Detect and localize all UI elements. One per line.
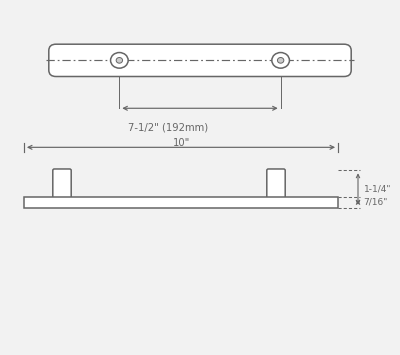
Circle shape [116, 58, 122, 63]
FancyBboxPatch shape [53, 169, 71, 198]
FancyBboxPatch shape [49, 44, 351, 76]
Text: 7/16": 7/16" [364, 198, 388, 207]
Circle shape [110, 53, 128, 68]
Bar [24, 197, 338, 208]
Text: 1-1/4": 1-1/4" [364, 185, 391, 193]
Circle shape [278, 58, 284, 63]
FancyBboxPatch shape [267, 169, 285, 198]
Circle shape [272, 53, 290, 68]
Text: 10": 10" [173, 138, 191, 148]
Text: 7-1/2" (192mm): 7-1/2" (192mm) [128, 122, 208, 132]
